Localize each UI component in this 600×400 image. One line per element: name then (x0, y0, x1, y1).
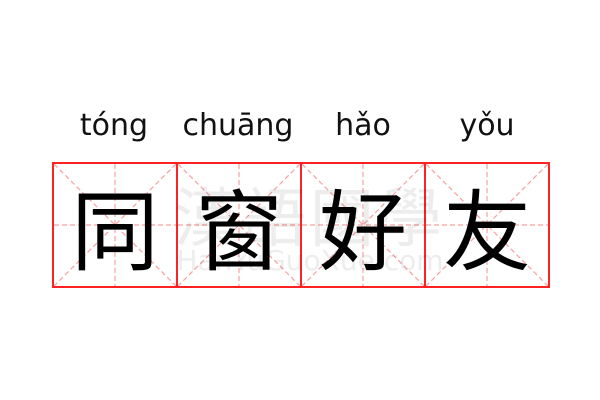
guide-lines (302, 164, 424, 286)
character-grid: 同 窗 好 友 (52, 162, 550, 288)
guide-lines (426, 164, 548, 286)
character-cell: 同 (54, 164, 178, 286)
guide-lines (178, 164, 300, 286)
character-cell: 友 (426, 164, 548, 286)
pinyin-3: hǎo (335, 108, 391, 143)
pinyin-2: chuāng (182, 108, 294, 143)
hanzi-1: 同 (70, 180, 159, 284)
hanzi-4: 友 (442, 180, 531, 284)
pinyin-4: yǒu (459, 108, 515, 143)
character-cell: 窗 (178, 164, 302, 286)
guide-lines (54, 164, 176, 286)
character-cell: 好 (302, 164, 426, 286)
hanzi-3: 好 (318, 180, 407, 284)
hanzi-2: 窗 (194, 180, 283, 284)
pinyin-1: tóng (79, 108, 149, 143)
